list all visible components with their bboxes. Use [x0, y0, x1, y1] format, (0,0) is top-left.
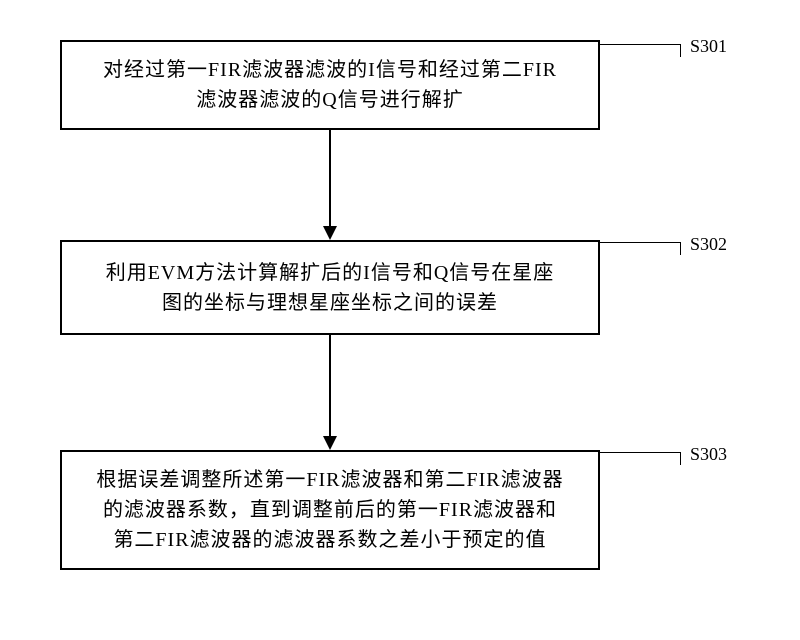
step-box-s302: 利用EVM方法计算解扩后的I信号和Q信号在星座 图的坐标与理想星座坐标之间的误差 — [60, 240, 600, 335]
step-box-s303: 根据误差调整所述第一FIR滤波器和第二FIR滤波器 的滤波器系数，直到调整前后的… — [60, 450, 600, 570]
step-label-s302: S302 — [690, 234, 727, 255]
label-tick-s302 — [600, 242, 681, 255]
step-box-s301: 对经过第一FIR滤波器滤波的I信号和经过第二FIR 滤波器滤波的Q信号进行解扩 — [60, 40, 600, 130]
flowchart-canvas: 对经过第一FIR滤波器滤波的I信号和经过第二FIR 滤波器滤波的Q信号进行解扩 … — [0, 0, 800, 640]
step-label-s301: S301 — [690, 36, 727, 57]
edge-s301-s302 — [329, 130, 331, 226]
edge-s302-s303 — [329, 335, 331, 436]
label-tick-s303 — [600, 452, 681, 465]
label-tick-s301 — [600, 44, 681, 57]
step-label-s303: S303 — [690, 444, 727, 465]
step-text-s302: 利用EVM方法计算解扩后的I信号和Q信号在星座 图的坐标与理想星座坐标之间的误差 — [106, 258, 555, 318]
step-text-s303: 根据误差调整所述第一FIR滤波器和第二FIR滤波器 的滤波器系数，直到调整前后的… — [96, 465, 563, 555]
step-text-s301: 对经过第一FIR滤波器滤波的I信号和经过第二FIR 滤波器滤波的Q信号进行解扩 — [103, 55, 557, 115]
arrow-s302-s303 — [323, 436, 337, 450]
arrow-s301-s302 — [323, 226, 337, 240]
